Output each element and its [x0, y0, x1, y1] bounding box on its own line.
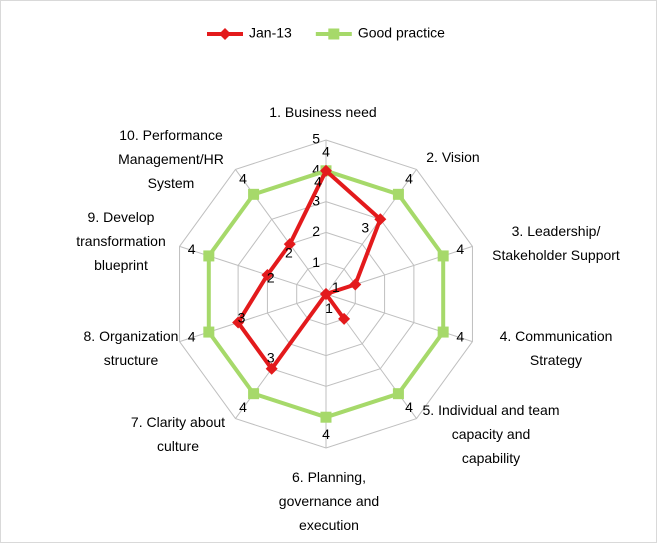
marker — [248, 188, 260, 200]
data-label: 4 — [322, 426, 330, 442]
legend-label: Jan-13 — [249, 25, 292, 41]
category-label: 7. Clarity about culture — [130, 414, 226, 454]
data-label: 4 — [405, 170, 413, 186]
data-label: 2 — [285, 245, 293, 261]
marker — [349, 278, 362, 291]
category-label: 4. Communication Strategy — [499, 328, 613, 368]
axis-tick-label: 5 — [312, 131, 320, 147]
data-label: 1 — [325, 300, 333, 316]
marker — [392, 388, 404, 400]
axis-tick-label: 1 — [312, 254, 320, 270]
data-label: 4 — [239, 170, 247, 186]
data-label: 4 — [456, 241, 464, 257]
marker — [374, 213, 387, 226]
marker — [437, 250, 449, 262]
data-label: 4 — [188, 328, 196, 344]
category-label: 5. Individual and team capacity and capa… — [422, 402, 560, 466]
axis-tick-label: 2 — [312, 223, 320, 239]
marker — [261, 268, 274, 281]
data-label: 4 — [405, 399, 413, 415]
data-label: 4 — [322, 144, 330, 160]
category-label: 1. Business need — [269, 104, 377, 120]
data-label: 4 — [456, 328, 464, 344]
data-label: 1 — [332, 279, 340, 295]
marker — [392, 188, 404, 200]
data-label: 4 — [314, 174, 322, 190]
data-label: 3 — [267, 350, 275, 366]
marker — [203, 326, 215, 338]
marker — [320, 164, 332, 177]
marker — [320, 288, 332, 300]
data-label: 3 — [361, 220, 369, 236]
marker — [283, 238, 296, 251]
marker — [203, 250, 215, 262]
marker — [437, 326, 449, 338]
data-label: 2 — [267, 269, 275, 285]
data-label: 4 — [188, 241, 196, 257]
marker — [248, 388, 260, 400]
marker — [338, 312, 351, 325]
category-label: 8. Organization structure — [83, 328, 179, 368]
axis-tick-label: 3 — [312, 192, 320, 208]
spoke — [325, 169, 417, 295]
data-label: 4 — [239, 399, 247, 415]
category-label: 6. Planning, governance and execution — [278, 469, 380, 533]
spoke — [179, 245, 327, 295]
legend-marker — [219, 28, 231, 40]
marker — [320, 411, 332, 423]
marker — [232, 316, 245, 329]
category-label: 3. Leadership/ Stakeholder Support — [492, 223, 620, 263]
legend-marker — [328, 28, 340, 40]
data-label: 3 — [238, 310, 246, 326]
axis-tick-label: 4 — [312, 162, 320, 178]
category-label: 2. Vision — [426, 149, 480, 165]
category-label: 9. Develop transformation blueprint — [76, 209, 166, 273]
marker — [265, 362, 278, 375]
category-label: 10. Performance Management/HR System — [118, 127, 224, 191]
legend-label: Good practice — [358, 25, 445, 41]
